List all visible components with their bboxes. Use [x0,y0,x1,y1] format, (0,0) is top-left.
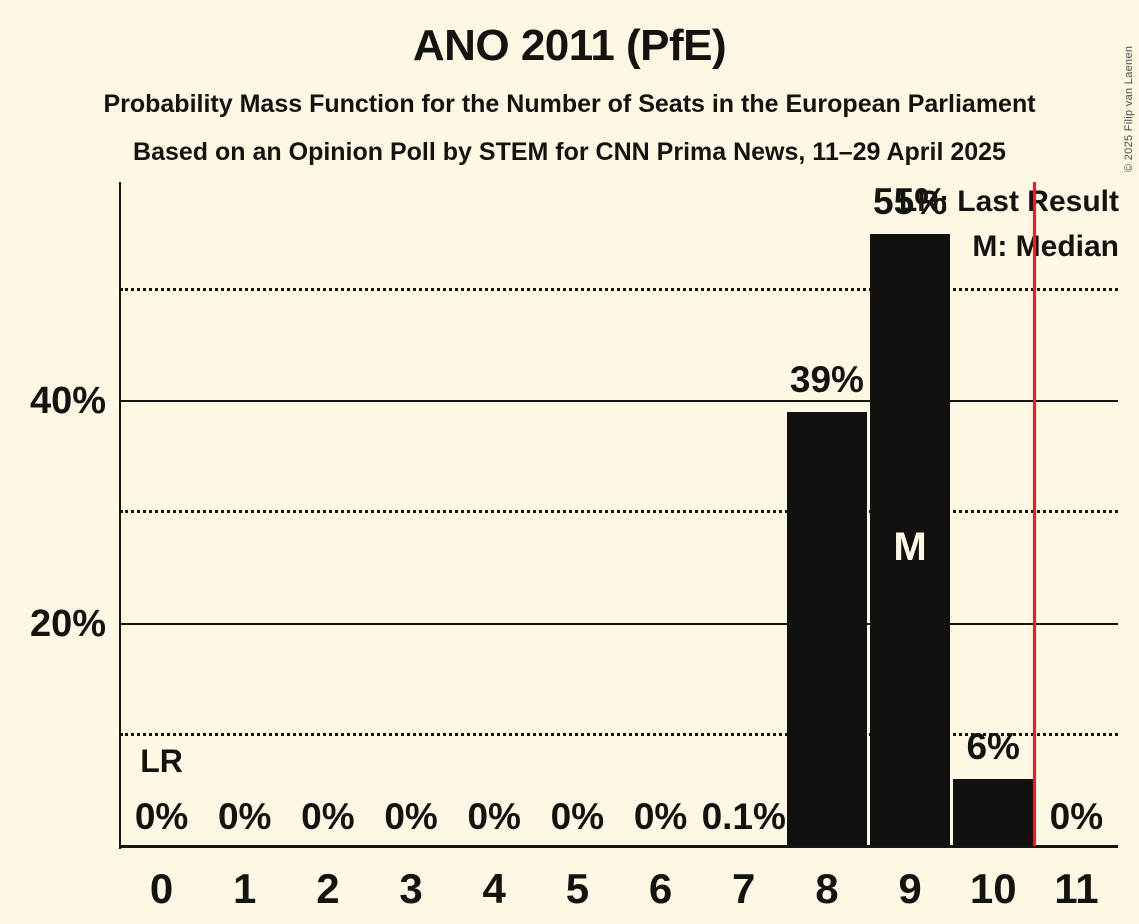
x-tick-label-1: 1 [233,865,257,912]
gridline-dotted-50 [120,287,1118,291]
bar-value-label-4: 0% [467,796,521,837]
bar-value-label-1: 0% [217,796,272,837]
x-tick-label-5: 5 [565,865,590,912]
bar-value-label-5: 0% [550,796,605,837]
x-tick-label-0: 0 [149,865,174,912]
legend-median: M: Median [972,230,1119,263]
y-axis-label-40%: 40% [29,380,106,423]
bar-value-label-7: 0.1% [701,796,786,837]
x-tick-label-10: 10 [969,865,1017,912]
bar-seats-9 [870,234,951,846]
gridline-dotted-10 [120,732,1118,736]
last-result-label: LR [140,743,183,779]
bar-seats-8 [786,412,867,846]
x-tick-label-3: 3 [399,865,423,912]
bar-value-label-9: 55% [873,181,948,223]
bar-value-label-3: 0% [384,796,438,837]
x-tick-label-8: 8 [815,865,839,912]
x-tick-label-11: 11 [1054,865,1099,912]
chart-subtitle-2: Based on an Opinion Poll by STEM for CNN… [133,138,1006,166]
median-marker: M [893,525,927,569]
gridline-solid-40 [120,400,1118,403]
x-tick-label-4: 4 [482,865,506,912]
bar-value-label-11: 0% [1049,796,1104,837]
x-tick-label-6: 6 [648,865,673,912]
bar-value-label-6: 0% [633,796,688,837]
last-result-line [1033,182,1037,846]
gridline-solid-20 [120,622,1118,625]
bar-value-label-0: 0% [134,796,189,837]
x-axis-line [120,845,1118,848]
gridline-dotted-30 [120,510,1118,514]
chart-title: ANO 2011 (PfE) [412,21,727,70]
x-tick-label-2: 2 [316,865,340,912]
x-tick-label-9: 9 [898,865,922,912]
bar-value-label-10: 6% [966,726,1020,768]
y-axis-label-20%: 20% [29,602,106,645]
x-tick-label-7: 7 [732,865,756,912]
bar-seats-10 [953,779,1034,846]
chart-subtitle-1: Probability Mass Function for the Number… [103,90,1036,118]
legend-last-result: LR: Last Result [898,185,1119,218]
y-axis-line [119,182,121,849]
bar-value-label-8: 39% [789,359,864,401]
bar-value-label-2: 0% [301,796,355,837]
